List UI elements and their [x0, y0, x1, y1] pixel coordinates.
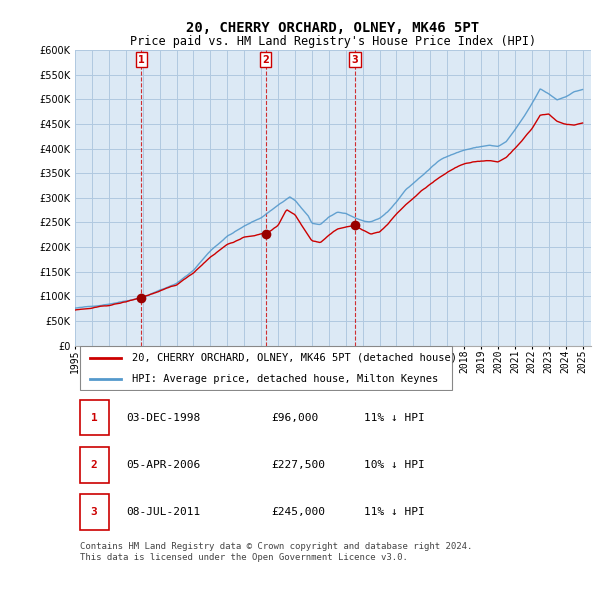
Text: 20, CHERRY ORCHARD, OLNEY, MK46 5PT: 20, CHERRY ORCHARD, OLNEY, MK46 5PT: [187, 21, 479, 35]
Text: 20, CHERRY ORCHARD, OLNEY, MK46 5PT (detached house): 20, CHERRY ORCHARD, OLNEY, MK46 5PT (det…: [132, 353, 457, 363]
Text: 3: 3: [352, 55, 358, 64]
Text: £245,000: £245,000: [271, 507, 325, 517]
Text: 11% ↓ HPI: 11% ↓ HPI: [364, 507, 425, 517]
Text: 03-DEC-1998: 03-DEC-1998: [127, 412, 201, 422]
Text: 2: 2: [91, 460, 97, 470]
Text: 2: 2: [262, 55, 269, 64]
Text: HPI: Average price, detached house, Milton Keynes: HPI: Average price, detached house, Milt…: [132, 373, 438, 384]
Text: 05-APR-2006: 05-APR-2006: [127, 460, 201, 470]
Text: 3: 3: [91, 507, 97, 517]
FancyBboxPatch shape: [80, 346, 452, 390]
Text: 1: 1: [138, 55, 145, 64]
FancyBboxPatch shape: [80, 447, 109, 483]
Text: 08-JUL-2011: 08-JUL-2011: [127, 507, 201, 517]
Text: 1: 1: [91, 412, 97, 422]
Text: 10% ↓ HPI: 10% ↓ HPI: [364, 460, 425, 470]
Text: 11% ↓ HPI: 11% ↓ HPI: [364, 412, 425, 422]
FancyBboxPatch shape: [80, 494, 109, 530]
Text: Price paid vs. HM Land Registry's House Price Index (HPI): Price paid vs. HM Land Registry's House …: [130, 35, 536, 48]
Text: Contains HM Land Registry data © Crown copyright and database right 2024.
This d: Contains HM Land Registry data © Crown c…: [80, 542, 473, 562]
Text: £227,500: £227,500: [271, 460, 325, 470]
Text: £96,000: £96,000: [271, 412, 319, 422]
FancyBboxPatch shape: [80, 400, 109, 435]
